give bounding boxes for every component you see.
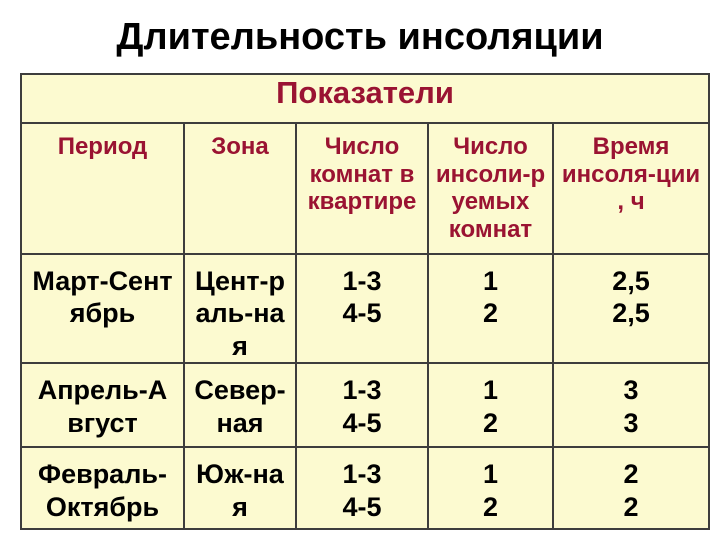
cell-zone: Цент-р аль-на я <box>183 252 297 365</box>
cell-insolation-time: 2,5 2,5 <box>551 252 711 365</box>
cell-period: Апрель-А вгуст <box>20 362 185 449</box>
table-row: Апрель-А вгуст Север- ная 1-3 4-5 1 2 3 … <box>20 362 711 449</box>
cell-zone: Юж-на я <box>183 446 297 531</box>
cell-insolated-rooms: 1 2 <box>427 252 554 365</box>
table-header-pokazateli: Показатели <box>19 73 711 124</box>
column-header-rooms-in-apartment: Число комнат в квартире <box>295 122 429 255</box>
cell-rooms-in-apartment: 1-3 4-5 <box>295 362 429 449</box>
table-top-header-row: Показатели <box>19 73 711 124</box>
cell-zone: Север- ная <box>183 362 297 449</box>
column-header-period: Период <box>20 122 185 255</box>
cell-insolated-rooms: 1 2 <box>427 446 554 531</box>
cell-period: Март-Сент ябрь <box>20 252 185 365</box>
table-row: Март-Сент ябрь Цент-р аль-на я 1-3 4-5 1… <box>20 252 711 365</box>
insolation-table: Показатели Период Зона Число комнат в кв… <box>19 73 711 531</box>
cell-rooms-in-apartment: 1-3 4-5 <box>295 252 429 365</box>
cell-insolation-time: 3 3 <box>551 362 711 449</box>
column-header-zone: Зона <box>183 122 297 255</box>
cell-insolated-rooms: 1 2 <box>427 362 554 449</box>
column-header-insolation-time: Время инсоля-ции , ч <box>551 122 711 255</box>
cell-rooms-in-apartment: 1-3 4-5 <box>295 446 429 531</box>
page-title: Длительность инсоляции <box>116 16 604 58</box>
column-header-insolated-rooms: Число инсоли-р уемых комнат <box>427 122 554 255</box>
column-header-row: Период Зона Число комнат в квартире Числ… <box>20 122 711 255</box>
cell-insolation-time: 2 2 <box>551 446 711 531</box>
table-row: Февраль- Октябрь Юж-на я 1-3 4-5 1 2 2 2 <box>20 446 711 531</box>
cell-period: Февраль- Октябрь <box>20 446 185 531</box>
